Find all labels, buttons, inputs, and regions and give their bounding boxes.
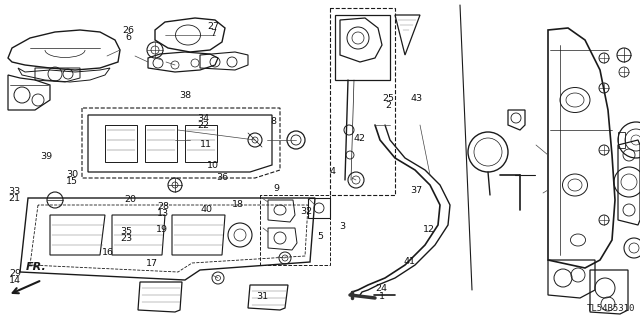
Text: 31: 31 bbox=[257, 292, 268, 301]
Text: 37: 37 bbox=[411, 186, 422, 195]
Text: 20: 20 bbox=[124, 195, 136, 204]
Text: 16: 16 bbox=[102, 248, 114, 257]
Text: 30: 30 bbox=[67, 170, 78, 179]
Text: 26: 26 bbox=[122, 26, 134, 35]
Text: 39: 39 bbox=[40, 152, 52, 161]
Text: 23: 23 bbox=[121, 234, 132, 243]
Text: 18: 18 bbox=[232, 200, 243, 209]
Text: 24: 24 bbox=[376, 284, 387, 293]
Text: 33: 33 bbox=[8, 187, 21, 196]
Text: 12: 12 bbox=[423, 225, 435, 234]
Text: 15: 15 bbox=[67, 177, 78, 186]
Text: 35: 35 bbox=[121, 227, 132, 236]
Text: 4: 4 bbox=[329, 167, 335, 176]
Text: 17: 17 bbox=[147, 259, 158, 268]
Text: TL54B5310: TL54B5310 bbox=[587, 304, 635, 313]
Text: 21: 21 bbox=[9, 194, 20, 203]
Text: 2: 2 bbox=[385, 101, 392, 110]
Text: 9: 9 bbox=[273, 184, 280, 193]
Text: 7: 7 bbox=[210, 29, 216, 38]
Text: 32: 32 bbox=[301, 207, 312, 216]
Text: 22: 22 bbox=[198, 121, 209, 130]
Text: 5: 5 bbox=[317, 232, 323, 241]
Text: 41: 41 bbox=[404, 257, 415, 266]
Text: 19: 19 bbox=[156, 225, 168, 234]
Text: 11: 11 bbox=[200, 140, 212, 149]
Text: 27: 27 bbox=[207, 22, 219, 31]
Text: 13: 13 bbox=[157, 209, 169, 218]
Text: 29: 29 bbox=[10, 269, 21, 278]
Text: 40: 40 bbox=[200, 205, 212, 214]
Text: 25: 25 bbox=[383, 94, 394, 103]
Text: 10: 10 bbox=[207, 161, 219, 170]
Text: 38: 38 bbox=[180, 91, 191, 100]
Text: 43: 43 bbox=[411, 94, 422, 103]
Text: FR.: FR. bbox=[26, 262, 46, 272]
Text: 14: 14 bbox=[10, 276, 21, 285]
Text: 8: 8 bbox=[270, 117, 276, 126]
Text: 3: 3 bbox=[339, 222, 346, 231]
Text: 36: 36 bbox=[216, 173, 228, 182]
Text: 34: 34 bbox=[198, 114, 209, 123]
Text: 28: 28 bbox=[157, 202, 169, 211]
Text: 42: 42 bbox=[354, 134, 365, 143]
Text: 1: 1 bbox=[378, 292, 385, 301]
Text: 6: 6 bbox=[125, 33, 131, 42]
